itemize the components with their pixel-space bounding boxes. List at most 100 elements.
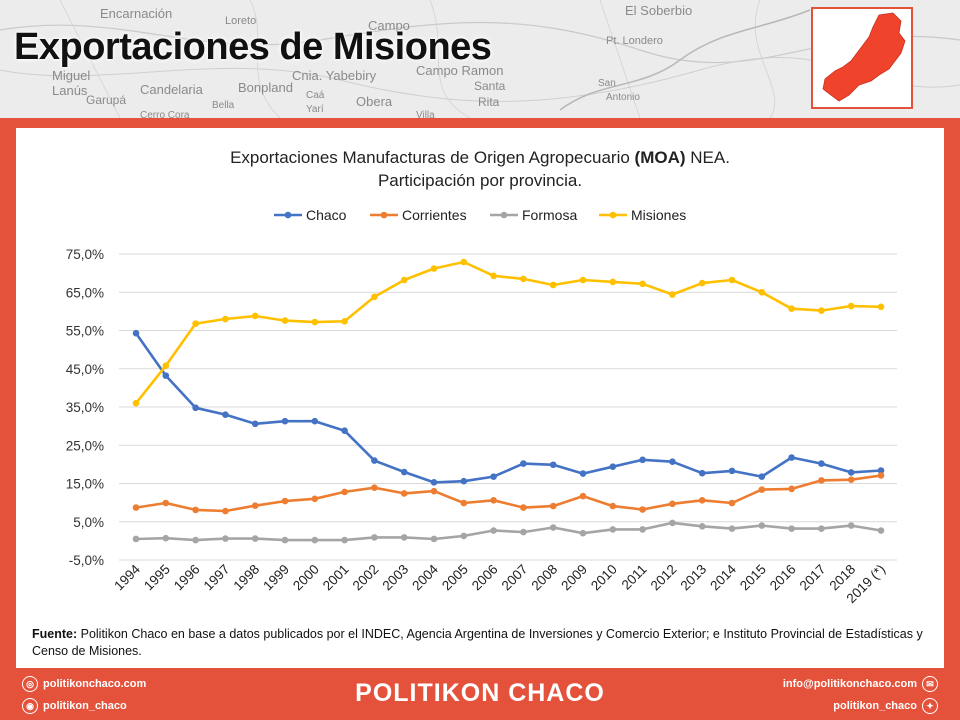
series-line-formosa (135, 521, 882, 542)
x-tick-label: 2000 (290, 562, 322, 594)
data-point-misiones (609, 278, 617, 286)
data-point-chaco (162, 372, 170, 379)
header-banner: Encarnación Loreto Campo El Soberbio Pt. Lon… (0, 0, 960, 118)
data-point-misiones (341, 318, 348, 325)
data-point-chaco (192, 404, 199, 412)
legend-label: Formosa (522, 207, 577, 223)
data-point-corrientes (341, 488, 348, 496)
data-point-formosa (460, 532, 468, 540)
y-tick-label: 45,0% (66, 362, 104, 377)
map-label: Bella (212, 100, 235, 111)
data-point-misiones (251, 312, 259, 320)
data-point-formosa (758, 522, 766, 529)
data-point-chaco (579, 470, 587, 477)
data-point-misiones (639, 280, 646, 288)
y-tick-label: 25,0% (66, 438, 104, 453)
data-point-corrientes (728, 499, 736, 507)
data-point-corrientes (222, 507, 229, 515)
data-point-formosa (669, 519, 676, 527)
x-tick-label: 1994 (111, 561, 143, 593)
data-point-chaco (460, 477, 468, 485)
legend-label: Corrientes (402, 207, 467, 223)
map-label: Yarí (306, 104, 324, 115)
source-note: Fuente: Politikon Chaco en base a datos … (32, 626, 932, 660)
page-title: Exportaciones de Misiones (14, 26, 492, 68)
data-point-chaco (728, 467, 736, 475)
data-point-misiones (222, 315, 229, 323)
x-tick-label: 2003 (379, 562, 411, 594)
y-tick-label: -5,0% (69, 553, 104, 568)
globe-icon: ◎ (22, 676, 38, 692)
data-point-chaco (132, 329, 140, 337)
data-point-corrientes (311, 495, 319, 503)
data-point-corrientes (400, 490, 408, 497)
instagram-text: politikon_chaco (43, 700, 127, 712)
data-point-formosa (400, 534, 408, 541)
map-label: Villa (416, 110, 435, 118)
data-point-corrientes (698, 497, 706, 504)
data-point-misiones (758, 288, 766, 296)
email-contact[interactable]: info@politikonchaco.com ✉ (783, 676, 938, 692)
chart-title-pre: Exportaciones Manufacturas de Origen Agr… (230, 148, 635, 167)
data-point-formosa (549, 524, 557, 531)
y-tick-label: 55,0% (66, 324, 104, 339)
map-label: El Soberbio (625, 3, 692, 18)
data-point-formosa (847, 522, 855, 529)
data-point-misiones (192, 320, 199, 327)
map-label: Loreto (225, 15, 256, 27)
x-tick-label: 2010 (588, 562, 620, 594)
legend-label: Chaco (306, 207, 347, 223)
footer-bar: POLITIKON CHACO ◎ politikonchaco.com ◉ p… (0, 668, 960, 720)
data-point-misiones (788, 305, 795, 312)
data-point-chaco (847, 469, 855, 476)
map-label: San (598, 78, 616, 89)
y-tick-label: 5,0% (73, 515, 104, 530)
data-point-misiones (400, 276, 408, 284)
data-point-formosa (341, 536, 348, 544)
data-point-chaco (549, 461, 557, 469)
data-point-corrientes (579, 492, 587, 500)
email-text: info@politikonchaco.com (782, 678, 917, 690)
data-point-misiones (132, 399, 140, 407)
data-point-corrientes (549, 502, 557, 510)
data-point-chaco (639, 456, 646, 464)
data-point-formosa (132, 535, 140, 543)
x-tick-label: 1998 (230, 562, 262, 594)
series-line-misiones (134, 260, 882, 405)
data-point-chaco (877, 467, 885, 474)
data-point-misiones (460, 258, 468, 266)
data-point-formosa (222, 535, 229, 542)
data-point-chaco (430, 479, 438, 486)
data-point-corrientes (788, 485, 795, 493)
data-point-misiones (371, 293, 378, 301)
instagram-icon: ◉ (22, 698, 38, 714)
y-tick-label: 15,0% (66, 477, 104, 492)
legend-marker (380, 211, 388, 219)
data-point-formosa (639, 526, 646, 533)
data-point-formosa (311, 536, 319, 544)
x-tick-label: 2004 (409, 561, 441, 593)
map-label: Encarnación (100, 6, 172, 21)
province-map-box (811, 7, 913, 109)
data-point-chaco (341, 427, 348, 435)
x-tick-label: 2013 (677, 562, 709, 594)
x-tick-label: 2005 (439, 562, 471, 594)
twitter-contact[interactable]: politikon_chaco ✦ (833, 698, 938, 714)
x-tick-label: 2012 (648, 562, 680, 594)
data-point-misiones (698, 279, 706, 287)
source-label: Fuente: (32, 627, 78, 641)
data-point-formosa (609, 526, 617, 533)
data-point-formosa (877, 527, 885, 534)
data-point-corrientes (132, 504, 140, 511)
data-point-formosa (818, 525, 825, 532)
website-contact[interactable]: ◎ politikonchaco.com (22, 676, 146, 692)
data-point-chaco (251, 420, 259, 428)
data-point-formosa (371, 534, 378, 541)
data-point-chaco (520, 460, 527, 467)
instagram-contact[interactable]: ◉ politikon_chaco (22, 698, 127, 714)
chart-title-bold: (MOA) (634, 148, 686, 167)
map-label: Antonio (606, 92, 640, 103)
data-point-misiones (818, 307, 825, 314)
data-point-formosa (490, 527, 497, 534)
data-point-misiones (579, 276, 587, 284)
